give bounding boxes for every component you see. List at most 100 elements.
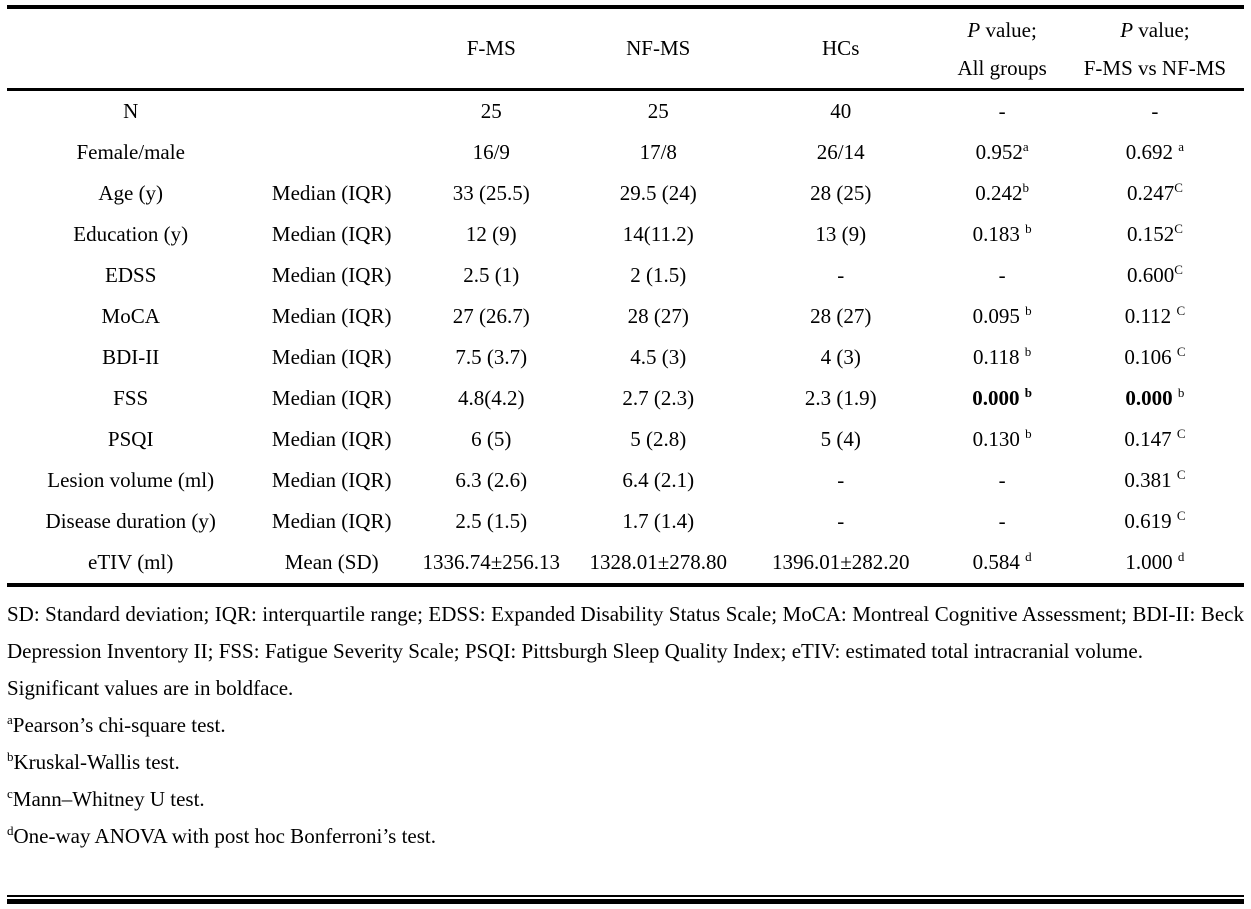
row-psqi: PSQI Median (IQR) 6 (5) 5 (2.8) 5 (4) 0.… xyxy=(7,419,1244,460)
cell-p-all: 0.242b xyxy=(975,180,1029,205)
cell-hcs: - xyxy=(837,509,845,533)
cell-label: EDSS xyxy=(105,263,157,287)
cell-fms: 16/9 xyxy=(472,140,510,164)
cell-p-comparison: 1.000 d xyxy=(1125,549,1185,574)
cell-label: Age (y) xyxy=(98,181,164,205)
cell-p-comparison: 0.106 C xyxy=(1124,344,1186,369)
header-p-all-groups: P value; All groups xyxy=(938,9,1065,90)
header-empty-label xyxy=(7,9,254,90)
cell-p-comparison: 0.147 C xyxy=(1124,426,1186,451)
cell-hcs: - xyxy=(837,468,845,492)
cell-stat: Median (IQR) xyxy=(271,386,392,410)
cell-p-all: 0.095 b xyxy=(972,303,1032,328)
row-age: Age (y) Median (IQR) 33 (25.5) 29.5 (24)… xyxy=(7,173,1244,214)
header-fms: F-MS xyxy=(466,36,516,60)
table-top-border xyxy=(7,5,1244,9)
cell-hcs: 1396.01±282.20 xyxy=(771,550,910,574)
header-empty-stat xyxy=(254,9,409,90)
cell-label: MoCA xyxy=(101,304,160,328)
fms-vs-nfms-label: F-MS vs NF-MS xyxy=(1083,55,1227,80)
header-row: F-MS NF-MS HCs P value; All groups P val… xyxy=(7,9,1244,90)
cell-p-comparison: 0.247C xyxy=(1126,180,1183,205)
footnote-c: cMann–Whitney U test. xyxy=(7,786,205,811)
row-female-male: Female/male 16/9 17/8 26/14 0.952a 0.692… xyxy=(7,132,1244,173)
cell-fms: 33 (25.5) xyxy=(452,181,530,205)
all-groups-label: All groups xyxy=(957,55,1047,80)
cell-fms: 12 (9) xyxy=(465,222,517,246)
cell-fms: 6.3 (2.6) xyxy=(455,468,528,492)
cell-nfms: 5 (2.8) xyxy=(630,427,687,451)
cell-p-comparison: - xyxy=(1151,99,1159,123)
cell-stat: Median (IQR) xyxy=(271,345,392,369)
cell-stat: Median (IQR) xyxy=(271,181,392,205)
cell-hcs: 5 (4) xyxy=(820,427,861,451)
cell-p-all: - xyxy=(998,99,1006,123)
p-value-label: value; xyxy=(1138,17,1190,42)
cell-hcs: - xyxy=(837,263,845,287)
header-nfms: NF-MS xyxy=(626,36,691,60)
cell-nfms: 25 xyxy=(647,99,669,123)
cell-hcs: 28 (25) xyxy=(810,181,872,205)
cell-nfms: 17/8 xyxy=(639,140,677,164)
demographics-table: F-MS NF-MS HCs P value; All groups P val… xyxy=(7,9,1244,587)
row-disease-duration: Disease duration (y) Median (IQR) 2.5 (1… xyxy=(7,501,1244,542)
cell-fms: 25 xyxy=(480,99,502,123)
cell-fms: 1336.74±256.13 xyxy=(422,550,561,574)
cell-fms: 4.8(4.2) xyxy=(458,386,525,410)
cell-label: PSQI xyxy=(107,427,154,451)
cell-p-all: - xyxy=(998,509,1006,533)
cell-stat: Median (IQR) xyxy=(271,263,392,287)
footnote-d: dOne-way ANOVA with post hoc Bonferroni’… xyxy=(7,823,436,848)
p-italic: P xyxy=(1120,17,1134,42)
cell-stat: Median (IQR) xyxy=(271,468,392,492)
cell-label: Education (y) xyxy=(73,222,189,246)
footnote-abbreviations: SD: Standard deviation; IQR: interquarti… xyxy=(7,602,1244,663)
cell-fms: 6 (5) xyxy=(471,427,512,451)
footnote-b: bKruskal-Wallis test. xyxy=(7,749,180,774)
cell-nfms: 1.7 (1.4) xyxy=(622,509,695,533)
cell-stat: Mean (SD) xyxy=(284,550,379,574)
cell-fms: 2.5 (1) xyxy=(463,263,520,287)
row-lesion-volume: Lesion volume (ml) Median (IQR) 6.3 (2.6… xyxy=(7,460,1244,501)
row-n: N 25 25 40 - - xyxy=(7,90,1244,133)
cell-hcs: 2.3 (1.9) xyxy=(804,386,877,410)
cell-p-comparison: 0.619 C xyxy=(1124,508,1186,533)
cell-nfms: 28 (27) xyxy=(627,304,689,328)
cell-nfms: 6.4 (2.1) xyxy=(622,468,695,492)
cell-label: Disease duration (y) xyxy=(45,509,216,533)
cell-fms: 7.5 (3.7) xyxy=(455,345,528,369)
cell-p-all: - xyxy=(998,263,1006,287)
row-fss: FSS Median (IQR) 4.8(4.2) 2.7 (2.3) 2.3 … xyxy=(7,378,1244,419)
cell-p-comparison: 0.600C xyxy=(1126,262,1183,287)
cell-p-all: 0.952a xyxy=(975,139,1029,164)
cell-stat: Median (IQR) xyxy=(271,304,392,328)
cell-label: Lesion volume (ml) xyxy=(47,468,215,492)
header-hcs: HCs xyxy=(822,36,860,60)
cell-p-comparison: 0.692 a xyxy=(1125,139,1185,164)
p-value-label: value; xyxy=(985,17,1037,42)
cell-p-all: 0.584 d xyxy=(972,549,1032,574)
cell-nfms: 29.5 (24) xyxy=(619,181,697,205)
p-italic: P xyxy=(967,17,981,42)
cell-label: FSS xyxy=(113,386,149,410)
cell-fms: 27 (26.7) xyxy=(452,304,530,328)
row-bdi: BDI-II Median (IQR) 7.5 (3.7) 4.5 (3) 4 … xyxy=(7,337,1244,378)
cell-nfms: 2 (1.5) xyxy=(630,263,687,287)
cell-p-all: 0.130 b xyxy=(972,426,1032,451)
cell-nfms: 4.5 (3) xyxy=(630,345,687,369)
footnote-a: aPearson’s chi-square test. xyxy=(7,712,226,737)
header-p-fms-vs-nfms: P value; F-MS vs NF-MS xyxy=(1066,9,1244,90)
cell-p-comparison: 0.152C xyxy=(1126,221,1183,246)
cell-p-all: 0.118 b xyxy=(973,344,1032,369)
cell-label: BDI-II xyxy=(102,345,160,369)
cell-label: N xyxy=(123,99,139,123)
cell-stat: Median (IQR) xyxy=(271,427,392,451)
cell-p-comparison: 0.381 C xyxy=(1124,467,1186,492)
cell-p-all: 0.183 b xyxy=(972,221,1032,246)
cell-hcs: 13 (9) xyxy=(815,222,867,246)
cell-stat xyxy=(254,90,409,133)
cell-p-all: 0.000 b xyxy=(972,385,1032,410)
cell-nfms: 1328.01±278.80 xyxy=(589,550,728,574)
cell-label: Female/male xyxy=(76,140,185,164)
